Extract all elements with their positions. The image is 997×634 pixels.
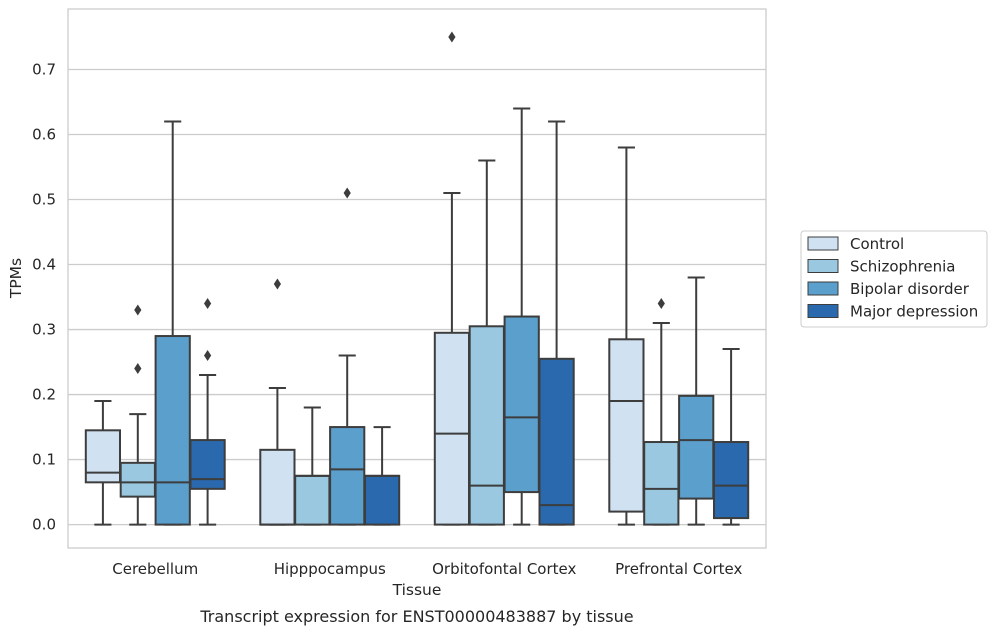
box-bipolar-disorder (678, 276, 715, 526)
legend-label: Bipolar disorder (850, 280, 970, 298)
iqr-box (538, 357, 575, 526)
legend-swatch (807, 259, 839, 273)
legend-swatch (807, 304, 839, 318)
y-tick-label: 0.3 (32, 321, 56, 339)
legend-label: Major depression (850, 303, 978, 321)
legend: Control Schizophrenia Bipolar disorder Majo… (800, 230, 988, 328)
outlier-point (273, 278, 281, 290)
iqr-box (433, 331, 471, 526)
x-tick-labels: Cerebellum Hipppocampus Orbitofontal Corte… (112, 560, 742, 578)
box-control (84, 400, 122, 526)
chart-caption: Transcript expression for ENST0000048388… (199, 607, 633, 626)
box-control (433, 31, 471, 526)
iqr-box (643, 441, 680, 526)
iqr-box (84, 429, 122, 484)
legend-label: Schizophrenia (850, 258, 955, 276)
iqr-box (329, 426, 366, 526)
legend-label: Control (850, 235, 904, 253)
outlier-point (134, 304, 142, 316)
x-axis-label: Tissue (392, 581, 442, 599)
y-tick-label: 0.0 (32, 516, 56, 534)
outlier-point (134, 363, 142, 375)
iqr-box (608, 338, 645, 513)
legend-swatch (807, 281, 839, 296)
iqr-box (294, 474, 331, 526)
box-schizophrenia (643, 298, 680, 526)
y-axis-label: TPMs (7, 258, 25, 299)
outlier-point (448, 31, 456, 43)
outlier-point (204, 350, 212, 362)
outlier-point (657, 298, 665, 310)
box-major-depression (538, 120, 575, 526)
box-schizophrenia (294, 406, 331, 526)
iqr-box (503, 315, 540, 494)
outlier-point (343, 187, 351, 199)
box-control (608, 146, 645, 526)
box-bipolar-disorder (503, 107, 540, 526)
outlier-point (204, 298, 212, 310)
y-tick-label: 0.6 (32, 125, 56, 143)
box-bipolar-disorder (154, 120, 191, 526)
box-major-depression (189, 298, 226, 526)
iqr-box (119, 461, 156, 498)
y-tick-labels: 0.0 0.1 0.2 0.3 0.4 0.5 0.6 0.7 (32, 60, 56, 533)
y-tick-label: 0.5 (32, 191, 56, 209)
iqr-box (678, 394, 715, 500)
x-tick-label: Cerebellum (112, 560, 198, 578)
legend-frame (800, 230, 988, 328)
iqr-box (189, 439, 226, 490)
box-schizophrenia (119, 304, 156, 526)
plot-area-frame (67, 8, 767, 549)
y-tick-label: 0.7 (32, 60, 56, 78)
boxes-layer (84, 31, 750, 526)
iqr-box (712, 441, 750, 520)
box-major-depression (712, 348, 750, 526)
x-tick-label: Prefrontal Cortex (615, 560, 742, 578)
legend-swatch (807, 236, 839, 251)
y-tick-label: 0.2 (32, 386, 56, 404)
x-tick-label: Orbitofontal Cortex (432, 560, 576, 578)
y-tick-label: 0.4 (32, 256, 56, 274)
iqr-box (154, 335, 191, 526)
y-tick-label: 0.1 (32, 451, 56, 469)
box-major-depression (363, 426, 401, 526)
x-tick-label: Hipppocampus (274, 560, 386, 578)
box-schizophrenia (468, 159, 505, 526)
iqr-box (259, 448, 296, 526)
box-control (259, 278, 296, 526)
iqr-box (363, 474, 401, 526)
iqr-box (468, 325, 505, 526)
box-bipolar-disorder (329, 187, 366, 526)
